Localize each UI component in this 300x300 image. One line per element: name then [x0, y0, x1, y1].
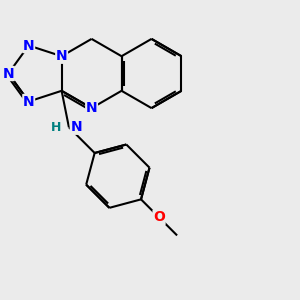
Text: N: N — [23, 38, 34, 52]
Text: N: N — [56, 49, 68, 63]
Text: N: N — [70, 120, 82, 134]
Text: H: H — [51, 121, 61, 134]
Text: N: N — [3, 67, 14, 80]
Text: N: N — [86, 101, 98, 115]
Text: N: N — [23, 94, 34, 109]
Text: O: O — [153, 210, 165, 224]
